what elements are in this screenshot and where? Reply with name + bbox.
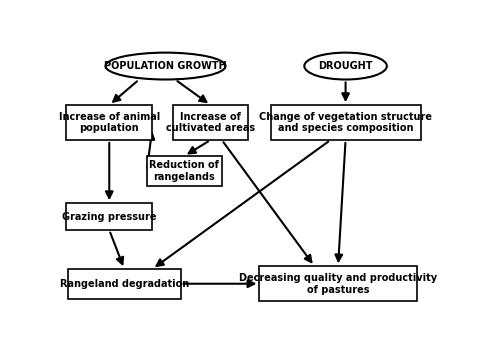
FancyBboxPatch shape — [271, 105, 421, 140]
FancyBboxPatch shape — [66, 203, 152, 230]
FancyBboxPatch shape — [147, 156, 222, 186]
Text: Increase of
cultivated areas: Increase of cultivated areas — [166, 112, 255, 133]
FancyBboxPatch shape — [173, 105, 248, 140]
Text: POPULATION GROWTH: POPULATION GROWTH — [104, 61, 227, 71]
Text: Increase of animal
population: Increase of animal population — [59, 112, 160, 133]
Text: DROUGHT: DROUGHT — [318, 61, 373, 71]
Text: Reduction of
rangelands: Reduction of rangelands — [150, 160, 219, 182]
Text: Grazing pressure: Grazing pressure — [62, 211, 156, 222]
Text: Change of vegetation structure
and species composition: Change of vegetation structure and speci… — [259, 112, 432, 133]
FancyBboxPatch shape — [68, 269, 181, 298]
FancyBboxPatch shape — [66, 105, 152, 140]
Text: Decreasing quality and productivity
of pastures: Decreasing quality and productivity of p… — [239, 273, 437, 295]
FancyBboxPatch shape — [259, 266, 417, 301]
Text: Rangeland degradation: Rangeland degradation — [60, 279, 189, 289]
